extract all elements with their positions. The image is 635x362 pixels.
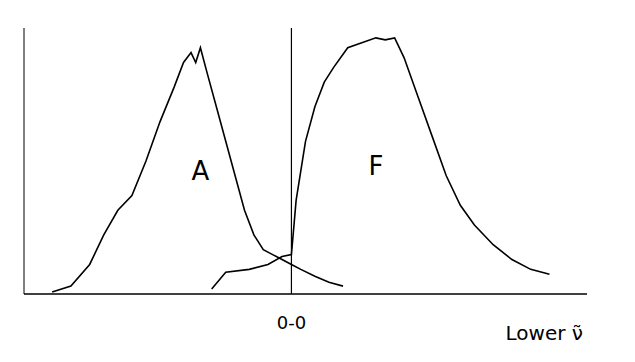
svg-text:F: F xyxy=(368,151,383,181)
svg-text:A: A xyxy=(192,156,210,186)
svg-text:Lower ν̃: Lower ν̃ xyxy=(506,321,583,345)
svg-text:0-0: 0-0 xyxy=(277,312,306,333)
